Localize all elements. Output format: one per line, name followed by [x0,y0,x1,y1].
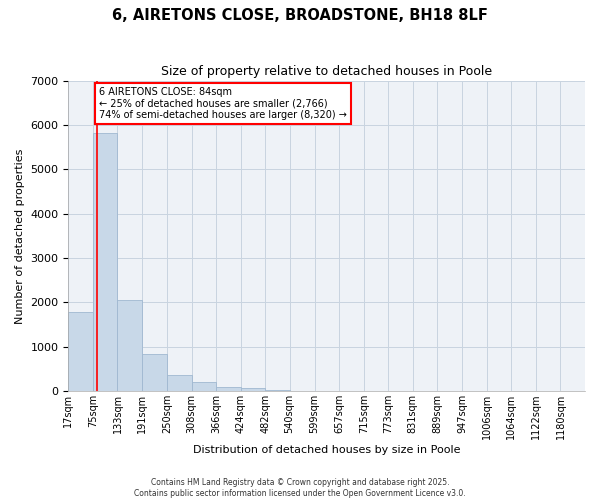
Bar [167,375,191,391]
Bar [191,382,216,391]
Text: Contains HM Land Registry data © Crown copyright and database right 2025.
Contai: Contains HM Land Registry data © Crown c… [134,478,466,498]
Text: 6 AIRETONS CLOSE: 84sqm
← 25% of detached houses are smaller (2,766)
74% of semi: 6 AIRETONS CLOSE: 84sqm ← 25% of detache… [99,87,347,120]
Title: Size of property relative to detached houses in Poole: Size of property relative to detached ho… [161,65,492,78]
Bar [265,390,290,391]
Bar [216,386,241,391]
Bar [93,133,118,391]
Bar [68,312,93,391]
Text: 6, AIRETONS CLOSE, BROADSTONE, BH18 8LF: 6, AIRETONS CLOSE, BROADSTONE, BH18 8LF [112,8,488,22]
X-axis label: Distribution of detached houses by size in Poole: Distribution of detached houses by size … [193,445,460,455]
Bar [241,388,265,391]
Bar [142,354,167,391]
Y-axis label: Number of detached properties: Number of detached properties [15,148,25,324]
Bar [118,300,142,391]
